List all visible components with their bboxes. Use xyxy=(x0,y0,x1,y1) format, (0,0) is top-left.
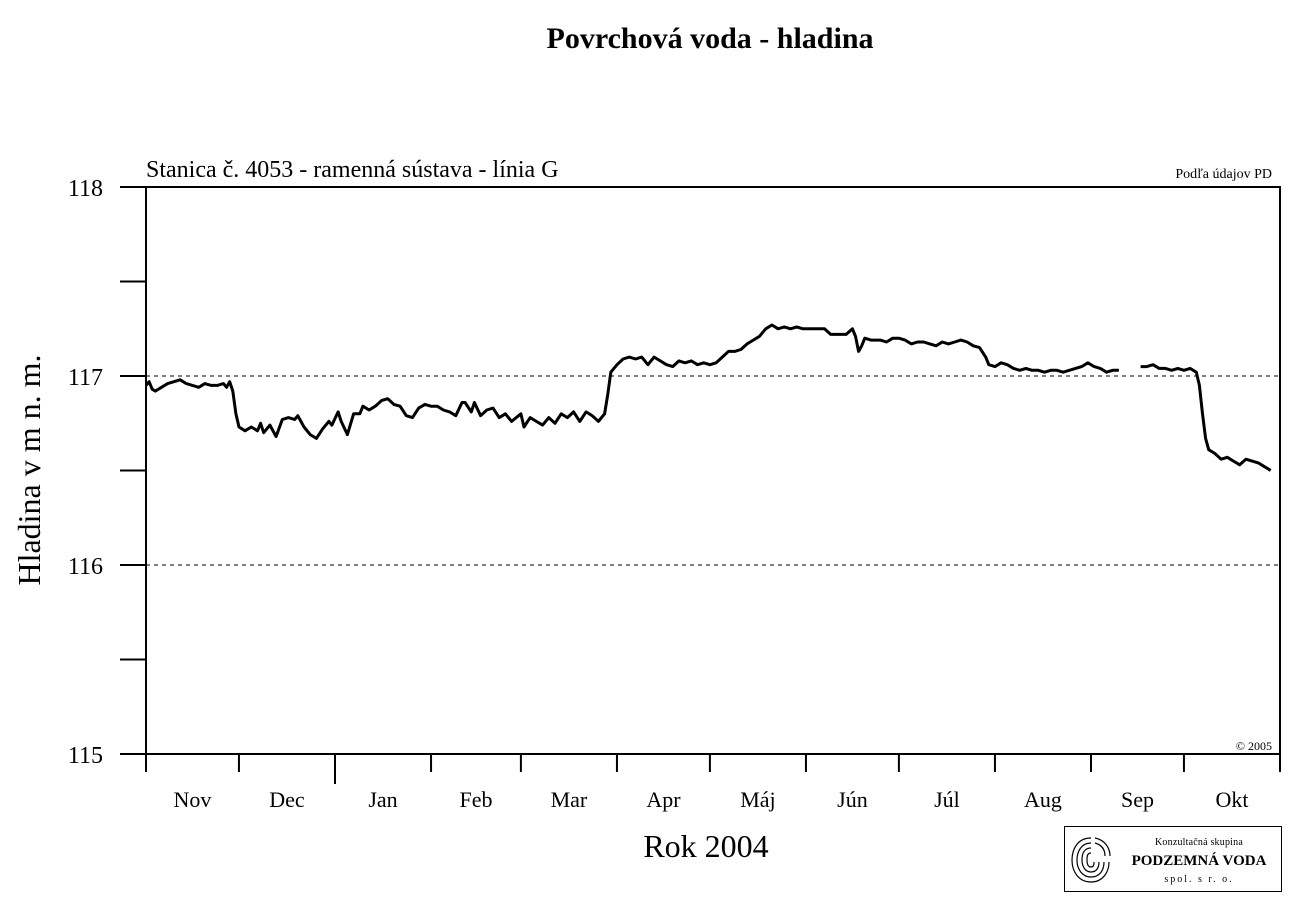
plot-frame xyxy=(145,186,1281,755)
source-note: Podľa údajov PD xyxy=(1175,167,1272,182)
y-axis: 115 116 117 118 xyxy=(68,176,146,769)
y-tick-label: 116 xyxy=(68,554,103,580)
x-tick-label: Nov xyxy=(174,787,212,812)
chart-subtitle: Stanica č. 4053 - ramenná sústava - líni… xyxy=(146,157,559,183)
x-tick-label: Mar xyxy=(551,787,588,812)
x-tick-label: Dec xyxy=(269,787,305,812)
y-tick-label: 118 xyxy=(68,176,103,202)
x-tick-label: Júl xyxy=(934,787,960,812)
y-tick-label: 117 xyxy=(68,365,103,391)
x-tick-label: Jan xyxy=(368,787,397,812)
series-line-segment xyxy=(144,323,1119,440)
x-tick-label: Máj xyxy=(740,787,775,812)
logo-line-1: Konzultačná skupina xyxy=(1155,837,1243,848)
copyright-note: © 2005 xyxy=(1236,739,1272,753)
x-axis: Nov Dec Jan Feb Mar Apr Máj Jún Júl Aug Sep Okt xyxy=(145,754,1281,812)
x-tick-label: Jún xyxy=(837,787,868,812)
y-axis-label: Hladina v m n. m. xyxy=(11,354,47,585)
series-lines xyxy=(144,323,1272,472)
spiral-logo-icon xyxy=(1071,837,1111,883)
x-axis-label: Rok 2004 xyxy=(643,828,768,864)
x-tick-label: Aug xyxy=(1024,787,1062,812)
company-logo: Konzultačná skupina PODZEMNÁ VODA spol. … xyxy=(1064,826,1282,892)
x-tick-label: Sep xyxy=(1121,787,1154,812)
page-title: Povrchová voda - hladina xyxy=(546,22,874,55)
x-tick-label: Feb xyxy=(459,787,492,812)
x-tick-label: Okt xyxy=(1215,787,1248,812)
logo-line-3: spol. s r. o. xyxy=(1164,874,1234,885)
logo-line-2: PODZEMNÁ VODA xyxy=(1131,853,1267,869)
series-line-segment xyxy=(1140,363,1272,472)
gridlines xyxy=(146,375,1280,566)
y-tick-label: 115 xyxy=(68,743,103,769)
x-tick-label: Apr xyxy=(646,787,681,812)
